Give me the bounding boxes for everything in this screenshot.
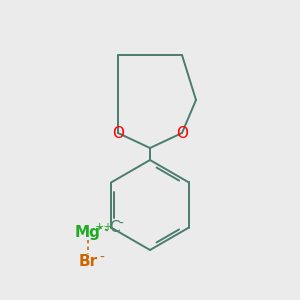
Text: ++: ++ xyxy=(94,222,113,232)
Text: O: O xyxy=(176,125,188,140)
Text: O: O xyxy=(112,125,124,140)
Text: -: - xyxy=(118,217,124,230)
Text: C: C xyxy=(109,220,119,235)
Text: -: - xyxy=(100,251,104,265)
Text: Br: Br xyxy=(78,254,98,269)
Text: Mg: Mg xyxy=(75,224,101,239)
